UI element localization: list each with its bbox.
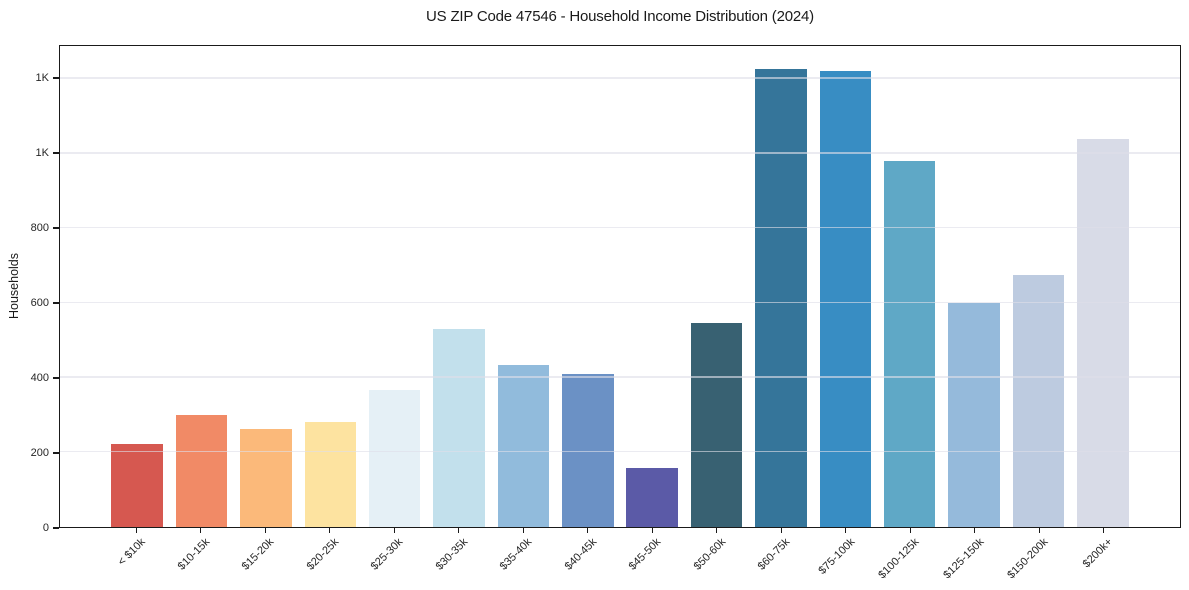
y-tick-mark [53, 527, 59, 529]
bar-slot [298, 46, 362, 527]
bar-60-75k [755, 68, 807, 527]
x-tick-label-25-30k: $25-30k [369, 536, 406, 573]
bar-slot [878, 46, 942, 527]
x-tick-label-45-50k: $45-50k [627, 536, 664, 573]
x-tick-mark [587, 528, 589, 533]
bar-slot [942, 46, 1006, 527]
plot-area [59, 45, 1181, 528]
x-tick-mark [200, 528, 202, 533]
x-tick-mark [1038, 528, 1040, 533]
bar-50-60k [690, 323, 743, 527]
bar-10k [111, 444, 163, 527]
bar-slot [749, 46, 813, 527]
x-tick-label-40-45k: $40-45k [562, 536, 600, 573]
x-tick-label-150-200k: $150-200k [1005, 536, 1051, 582]
bar-30-35k [433, 329, 485, 527]
y-tick-label-1200: 1K [35, 72, 49, 84]
bar-125-150k [948, 302, 1000, 527]
x-tick-mark [909, 528, 911, 533]
y-tick-mark [53, 227, 59, 229]
x-tick-mark [458, 528, 460, 533]
bar-slot [620, 46, 684, 527]
y-tick-label-200: 200 [30, 447, 49, 459]
bar-15-20k [240, 429, 292, 527]
bar-45-50k [626, 467, 678, 527]
x-tick-label-75-100k: $75-100k [816, 536, 858, 577]
x-tick-mark [264, 528, 266, 533]
x-tick-label-60-75k: $60-75k [756, 536, 793, 573]
x-tick-label-35-40k: $35-40k [498, 536, 535, 573]
x-tick-label-100-125k: $100-125k [876, 536, 922, 582]
x-tick-label-125-150k: $125-150k [940, 536, 987, 582]
bar-40-45k [562, 374, 614, 527]
x-tick-label-50-60k: $50-60k [691, 536, 729, 573]
x-tick-mark [1103, 528, 1105, 533]
x-tick-label-10k: < $10k [115, 536, 148, 569]
x-tick-label-200k: $200k+ [1081, 536, 1116, 571]
bar-slot [1006, 46, 1070, 527]
y-tick-label-400: 400 [30, 372, 49, 384]
x-tick-mark [716, 528, 718, 533]
y-tick-label-800: 800 [30, 222, 49, 234]
bar-100-125k [883, 161, 936, 527]
x-tick-label-20-25k: $20-25k [304, 536, 342, 573]
bar-25-30k [368, 389, 421, 527]
x-tick-mark [393, 528, 395, 533]
y-tick-mark [53, 152, 59, 154]
x-tick-mark [845, 528, 847, 533]
x-tick-mark [651, 528, 653, 533]
y-tick-mark [53, 77, 59, 79]
bar-slot [234, 46, 298, 527]
x-tick-mark [329, 528, 331, 533]
bar-slot [684, 46, 748, 527]
bar-10-15k [175, 415, 228, 527]
x-tick-mark [522, 528, 524, 533]
x-tick-mark [974, 528, 976, 533]
x-tick-label-30-35k: $30-35k [433, 536, 471, 573]
bar-slot [556, 46, 620, 527]
y-tick-mark [53, 377, 59, 379]
y-axis-label: Households [7, 252, 21, 320]
x-tick-label-15-20k: $15-20k [240, 536, 277, 573]
x-tick-mark [135, 528, 137, 533]
bars-row [60, 46, 1180, 527]
y-tick-label-1000: 1K [35, 147, 49, 159]
bar-200k [1077, 139, 1129, 527]
bar-slot [363, 46, 427, 527]
bar-20-25k [304, 422, 357, 527]
bar-slot [1071, 46, 1135, 527]
x-tick-mark [780, 528, 782, 533]
bar-slot [427, 46, 491, 527]
y-tick-label-0: 0 [42, 522, 49, 534]
bar-slot [813, 46, 877, 527]
x-tick-label-10-15k: $10-15k [175, 536, 213, 573]
bar-slot [169, 46, 233, 527]
y-tick-mark [53, 302, 59, 304]
y-tick-mark [53, 452, 59, 454]
bar-35-40k [497, 365, 550, 527]
y-tick-label-600: 600 [30, 297, 49, 309]
chart-title: US ZIP Code 47546 - Household Income Dis… [426, 8, 814, 25]
bar-slot [105, 46, 169, 527]
bar-75-100k [819, 70, 872, 527]
bar-slot [491, 46, 555, 527]
bar-150-200k [1012, 274, 1065, 527]
